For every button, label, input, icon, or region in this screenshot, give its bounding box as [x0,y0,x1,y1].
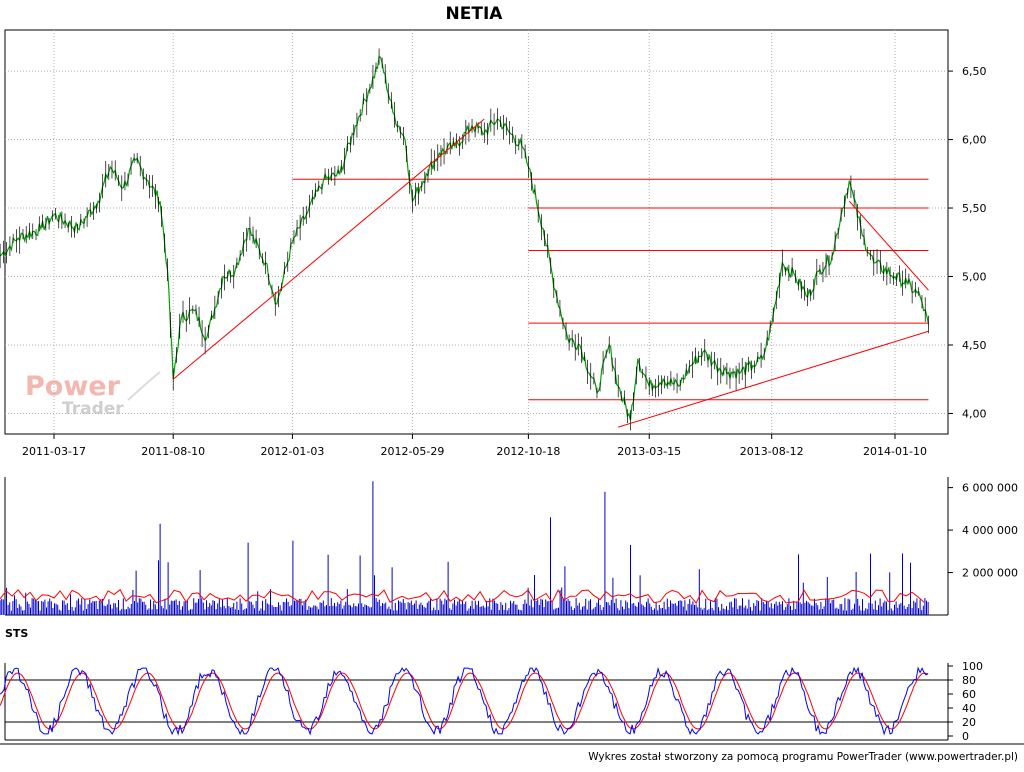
footer-credit: Wykres został stworzony za pomocą progra… [588,751,1018,763]
powertrader-watermark: Power Trader [25,371,161,419]
price-panel-frame [4,29,949,435]
price-y-tick-label: 4,50 [962,339,987,352]
price-y-tick-label: 4,00 [962,407,987,420]
watermark-swoosh [127,371,161,401]
sts-y-tick-label: 40 [962,702,976,715]
x-tick-label: 2013-03-15 [617,445,681,458]
price-y-axis: 6,50 6,00 5,50 5,00 4,50 4,00 [948,65,987,420]
volume-y-axis: 6 000 000 4 000 000 2 000 000 [948,482,1018,580]
sts-y-tick-label: 20 [962,716,976,729]
x-tick-label: 2014-01-10 [863,445,927,458]
x-tick-label: 2013-08-12 [740,445,804,458]
volume-average-line [0,588,925,605]
sts-main-line [0,666,929,736]
trendline [848,200,929,291]
price-y-tick-label: 6,50 [962,65,987,78]
trendline [618,330,929,428]
price-y-tick-label: 5,00 [962,271,987,284]
sts-signal-line [0,672,929,730]
price-series [0,48,930,431]
sts-y-tick-label: 80 [962,674,976,687]
sts-y-tick-label: 0 [962,730,969,743]
x-tick-label: 2012-01-03 [260,445,324,458]
x-tick-label: 2012-10-18 [496,445,560,458]
x-tick-label: 2012-05-29 [380,445,444,458]
price-y-tick-label: 5,50 [962,202,987,215]
volume-y-tick-label: 2 000 000 [962,567,1018,580]
support-resistance-lines [292,178,929,401]
sts-oscillator [0,666,948,736]
sts-panel-title: STS [5,627,28,640]
trendline [172,118,485,380]
sts-y-tick-label: 60 [962,688,976,701]
watermark-line1: Power [25,371,121,402]
sts-y-tick-label: 100 [962,660,983,673]
volume-y-tick-label: 4 000 000 [962,524,1018,537]
volume-bars [0,481,929,615]
x-tick-label: 2011-03-17 [22,445,86,458]
trendlines [172,118,929,428]
chart-title: NETIA [446,4,504,24]
x-axis-ticks: 2011-03-17 2011-08-10 2012-01-03 2012-05-29… [22,434,927,458]
x-tick-label: 2011-08-10 [141,445,205,458]
price-line [0,55,930,421]
volume-y-tick-label: 6 000 000 [962,482,1018,495]
watermark-line2: Trader [62,399,124,419]
volume-average [0,588,925,605]
price-grid [5,30,948,434]
price-y-tick-label: 6,00 [962,134,987,147]
